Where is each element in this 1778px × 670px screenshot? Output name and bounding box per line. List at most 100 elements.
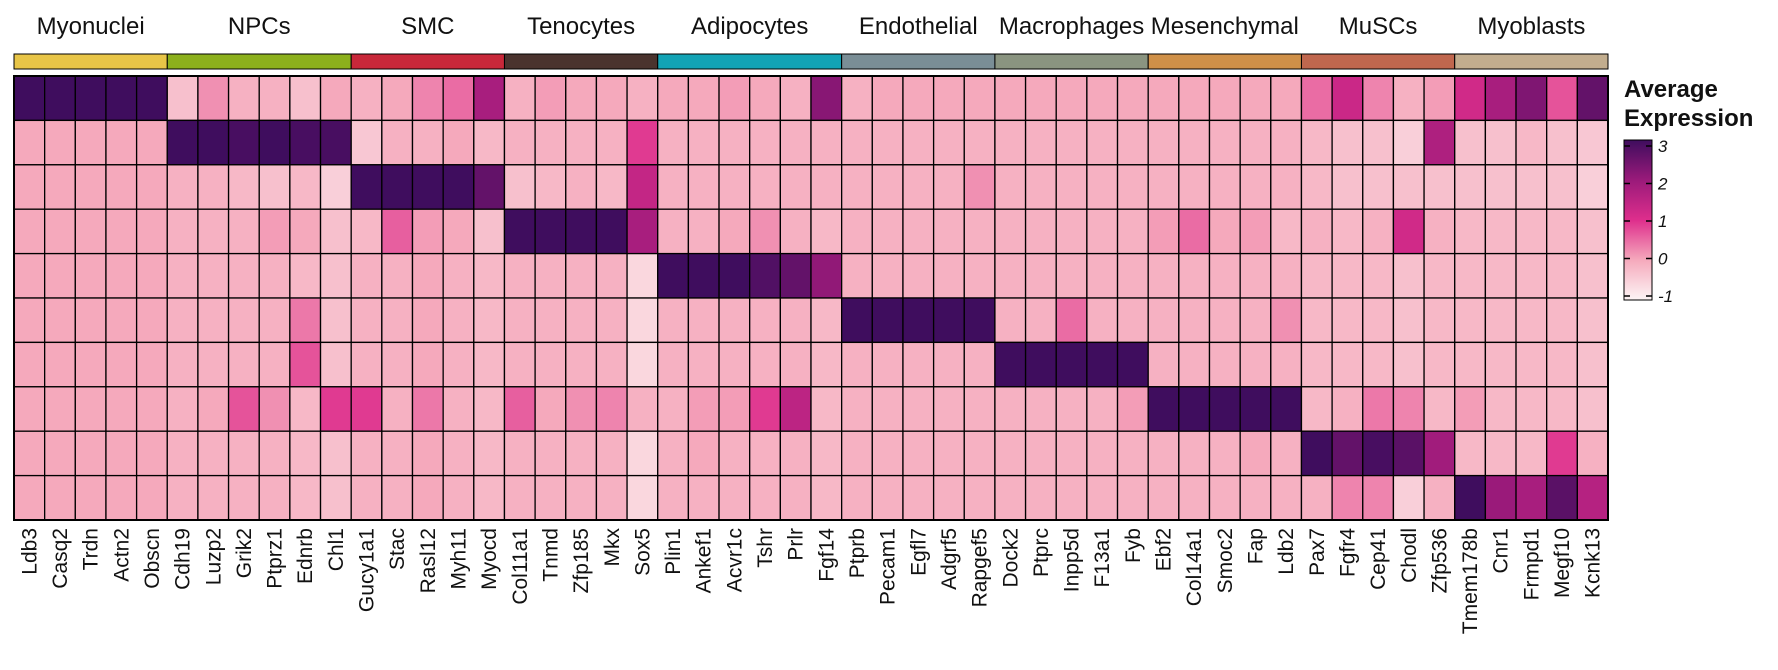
heatmap-cell <box>473 75 506 122</box>
heatmap-cell <box>44 208 76 255</box>
heatmap-cell <box>411 474 444 521</box>
heatmap-cell <box>319 119 352 166</box>
heatmap-cell <box>871 430 904 477</box>
heatmap-cell <box>319 430 352 477</box>
heatmap-cell <box>289 75 322 122</box>
heatmap-cell <box>473 341 506 388</box>
heatmap-cell <box>1300 474 1333 521</box>
heatmap-cell <box>687 119 720 166</box>
heatmap-cell <box>411 75 444 122</box>
heatmap-cell <box>1484 208 1517 255</box>
heatmap-cell <box>657 164 690 210</box>
gene-label: Tnmd <box>539 528 562 582</box>
heatmap-cell <box>902 164 935 210</box>
heatmap-cell <box>1546 119 1578 166</box>
heatmap-cell <box>718 341 751 388</box>
heatmap-cell <box>871 474 904 521</box>
heatmap-cell <box>1515 341 1548 388</box>
heatmap-cell <box>932 341 965 388</box>
heatmap-cell <box>534 252 567 299</box>
heatmap-cell <box>963 474 996 521</box>
heatmap-cell <box>687 386 720 432</box>
heatmap-cell <box>44 164 76 210</box>
heatmap-cell <box>841 430 873 477</box>
heatmap-cell <box>841 208 873 255</box>
heatmap-cell <box>350 386 383 432</box>
heatmap-cell <box>1270 164 1303 210</box>
gene-label: Casq2 <box>49 528 72 589</box>
heatmap-cell <box>105 164 138 210</box>
heatmap-cell <box>350 430 383 477</box>
heatmap-cell <box>749 252 781 299</box>
heatmap-cell <box>13 474 46 521</box>
heatmap-cell <box>473 386 506 432</box>
heatmap-cell <box>258 75 291 122</box>
heatmap-cell <box>534 75 567 122</box>
heatmap-cell <box>1086 164 1119 210</box>
heatmap-cell <box>1055 75 1088 122</box>
heatmap-cell <box>105 386 138 432</box>
heatmap-cell <box>1086 119 1119 166</box>
group-bar-macrophages <box>994 53 1149 70</box>
heatmap-cell <box>1208 164 1241 210</box>
heatmap-cell <box>1147 208 1180 255</box>
heatmap-cell <box>1362 386 1395 432</box>
heatmap-cell <box>1576 164 1609 210</box>
heatmap-cell <box>1576 208 1609 255</box>
heatmap-cell <box>1270 474 1303 521</box>
heatmap-cell <box>197 75 230 122</box>
heatmap-cell <box>534 341 567 388</box>
heatmap-cell <box>473 430 506 477</box>
heatmap-cell <box>1086 208 1119 255</box>
heatmap-cell <box>1362 208 1395 255</box>
heatmap-cell <box>1178 208 1211 255</box>
heatmap-cell <box>1454 341 1487 388</box>
heatmap-cell <box>1178 341 1211 388</box>
heatmap-cell <box>718 297 751 344</box>
heatmap-cell <box>258 341 291 388</box>
heatmap-cell <box>595 474 628 521</box>
heatmap-cell <box>994 386 1027 432</box>
heatmap-cell <box>1239 341 1272 388</box>
heatmap-cell <box>166 430 199 477</box>
heatmap-cell <box>1392 474 1425 521</box>
heatmap-cell <box>1116 386 1149 432</box>
heatmap-cell <box>1239 252 1272 299</box>
heatmap-cell <box>319 75 352 122</box>
heatmap-cell <box>1546 341 1578 388</box>
heatmap-cell <box>1515 474 1548 521</box>
heatmap-cell <box>657 341 690 388</box>
heatmap-cell <box>810 386 843 432</box>
heatmap-cell <box>381 75 414 122</box>
heatmap-cell <box>994 119 1027 166</box>
heatmap-cell <box>411 430 444 477</box>
gene-label: Rasl12 <box>417 528 440 593</box>
group-bar-myonuclei <box>13 53 168 70</box>
gene-label: Adgrf5 <box>938 528 961 590</box>
group-bar-myoblasts <box>1454 53 1609 70</box>
heatmap-cell <box>841 119 873 166</box>
group-labels: Myonuclei NPCs SMC Tenocytes Adipocytes Endot… <box>37 13 1586 40</box>
gene-label: Kcnk13 <box>1582 528 1605 598</box>
heatmap-cell <box>963 75 996 122</box>
heatmap-cell <box>1546 252 1578 299</box>
heatmap-cell <box>1423 386 1456 432</box>
heatmap-cell <box>1423 430 1456 477</box>
heatmap-cell <box>994 474 1027 521</box>
heatmap-cell <box>13 430 46 477</box>
heatmap-cell <box>718 252 751 299</box>
heatmap-cell <box>1331 119 1364 166</box>
gene-label: Trdn <box>80 528 103 570</box>
heatmap-cell <box>595 75 628 122</box>
heatmap-cell <box>289 208 322 255</box>
heatmap-cell <box>1454 386 1487 432</box>
heatmap-cell <box>166 474 199 521</box>
heatmap-cell <box>44 474 76 521</box>
heatmap-cell <box>350 474 383 521</box>
heatmap-cell <box>13 341 46 388</box>
heatmap-cell <box>381 252 414 299</box>
heatmap-cell <box>902 119 935 166</box>
group-bar-muscs <box>1300 53 1456 70</box>
heatmap-cell <box>1362 252 1395 299</box>
heatmap-cell <box>1331 341 1364 388</box>
